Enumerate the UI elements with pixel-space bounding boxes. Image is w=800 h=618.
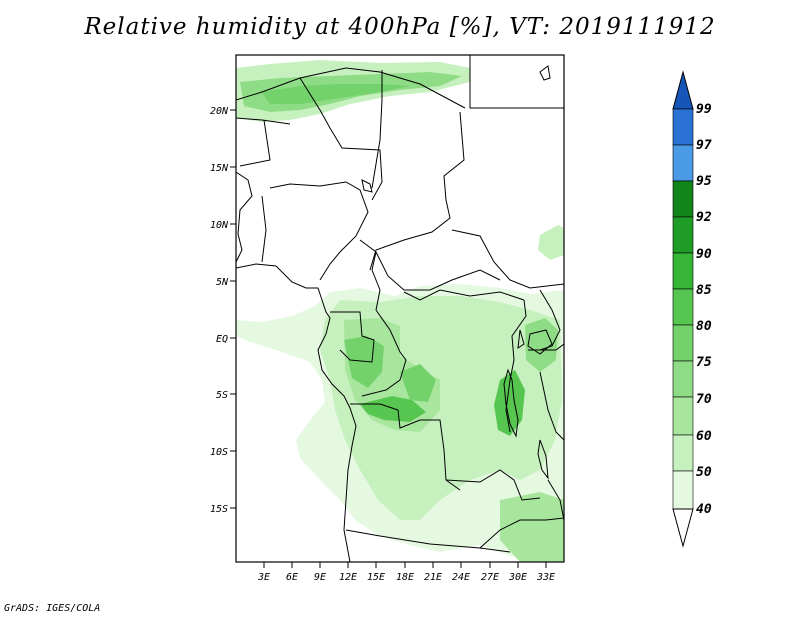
- lake-tanganyika: [503, 368, 519, 438]
- lon-tick-label: 12E: [339, 572, 357, 583]
- lat-tick-label: 10N: [210, 220, 229, 231]
- colorbar-segment: [672, 288, 694, 326]
- border-car: [375, 251, 501, 291]
- lat-tick-label: 15S: [210, 504, 228, 515]
- colorbar-label: 85: [696, 283, 712, 298]
- colorbar-top-arrow: [672, 70, 694, 110]
- border-zambia-south: [479, 517, 564, 549]
- lon-tick-label: 15E: [367, 572, 385, 583]
- colorbar-label: 40: [696, 502, 712, 517]
- colorbar: 99 97 95 92 90 85 80 75 70 60 50 40: [672, 70, 712, 548]
- border-north-1: [236, 67, 466, 109]
- border-drc-north: [403, 289, 525, 301]
- humidity-core-east-2: [525, 318, 558, 372]
- border-benin-togo: [261, 195, 267, 263]
- lon-tick-label: 18E: [396, 572, 414, 583]
- border-congo-drc: [361, 309, 407, 397]
- border-drc-east: [505, 299, 527, 433]
- lon-axis: 3E 6E 9E 12E 15E 18E 21E 24E 27E 30E 33E: [257, 562, 555, 583]
- lat-tick-label: 15N: [210, 163, 229, 174]
- border-chad-sudan: [369, 111, 465, 271]
- colorbar-segment: [672, 434, 694, 472]
- border-nigeria-cameroon: [269, 181, 369, 281]
- colorbar-label: 50: [696, 465, 712, 480]
- humidity-south-east: [500, 492, 564, 562]
- humidity-core-south: [360, 396, 426, 422]
- lat-tick-label: 5N: [216, 277, 229, 288]
- border-gabon-congo: [330, 311, 375, 363]
- border-niger-chad: [371, 70, 383, 189]
- lon-tick-label: 30E: [508, 572, 527, 583]
- lon-tick-label: 33E: [536, 572, 555, 583]
- map-frame: [235, 54, 565, 563]
- colorbar-segment: [672, 180, 694, 218]
- lon-tick-label: 24E: [452, 572, 470, 583]
- border-libya-egypt: [469, 55, 564, 109]
- colorbar-label: 75: [696, 355, 712, 370]
- lake-albert: [517, 329, 525, 350]
- humidity-core-west: [344, 336, 384, 388]
- colorbar-bottom-arrow: [672, 508, 694, 548]
- humidity-field: [236, 60, 564, 562]
- colorbar-label: 80: [696, 319, 712, 334]
- colorbar-segment: [672, 252, 694, 290]
- map-outlines: [236, 55, 564, 562]
- colorbar-label: 60: [696, 429, 712, 444]
- colorbar-label: 70: [696, 392, 712, 407]
- border-drc-angola: [350, 403, 461, 491]
- colorbar-label: 92: [696, 210, 712, 225]
- border-angola-namibia: [345, 529, 511, 553]
- lon-tick-label: 9E: [314, 572, 326, 583]
- red-sea-coast: [539, 65, 551, 81]
- lat-axis: 20N 15N 10N 5N EQ 5S 10S 15S: [210, 106, 236, 515]
- lon-tick-label: 3E: [257, 572, 270, 583]
- border-cameroon-east: [359, 239, 381, 311]
- colorbar-segment: [672, 360, 694, 398]
- humidity-patch-east: [538, 225, 564, 260]
- border-algeria-mali: [236, 117, 291, 125]
- colorbar-label: 90: [696, 247, 712, 262]
- colorbar-segment: [672, 216, 694, 254]
- border-sudan-south: [451, 229, 564, 289]
- border-north-2: [299, 77, 383, 201]
- lat-tick-label: 20N: [210, 106, 229, 117]
- humidity-band-north-peak: [262, 84, 410, 104]
- border-mozambique: [547, 479, 564, 521]
- lat-tick-label: 10S: [210, 447, 228, 458]
- colorbar-label: 95: [696, 174, 712, 189]
- border-tanzania: [539, 371, 564, 441]
- colorbar-label: 97: [696, 138, 712, 153]
- lon-tick-label: 27E: [481, 572, 499, 583]
- lon-tick-label: 21E: [424, 572, 442, 583]
- colorbar-segment: [672, 470, 694, 510]
- humidity-core-east: [494, 370, 525, 436]
- lat-tick-label: EQ: [216, 334, 228, 345]
- lat-tick-label: 5S: [216, 390, 228, 401]
- lon-tick-label: 6E: [286, 572, 298, 583]
- grads-credit: GrADS: IGES/COLA: [4, 603, 101, 614]
- colorbar-segment: [672, 144, 694, 182]
- map-title: Relative humidity at 400hPa [%], VT: 201…: [84, 14, 716, 40]
- lake-malawi: [537, 439, 549, 480]
- coastline: [236, 171, 357, 562]
- colorbar-label: 99: [696, 102, 712, 117]
- humidity-core-mid: [400, 364, 436, 402]
- border-mali-niger: [239, 119, 271, 167]
- lake-chad: [361, 179, 373, 193]
- border-angola-zambia: [445, 469, 541, 501]
- colorbar-segment: [672, 108, 694, 146]
- colorbar-segment: [672, 396, 694, 436]
- colorbar-segment: [672, 324, 694, 362]
- lake-victoria: [527, 329, 553, 355]
